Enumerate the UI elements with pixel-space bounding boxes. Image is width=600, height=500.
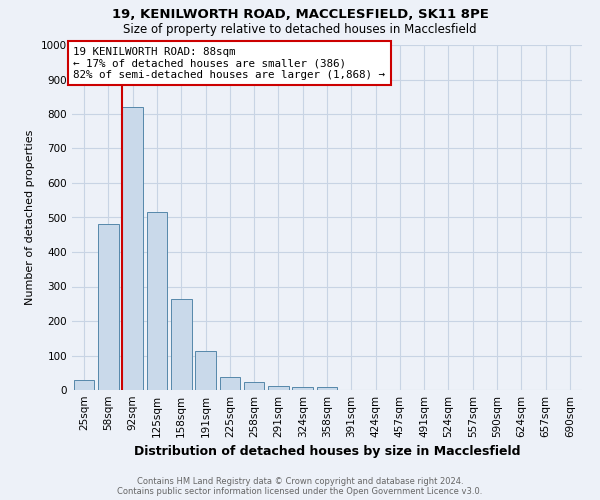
Text: Contains HM Land Registry data © Crown copyright and database right 2024.
Contai: Contains HM Land Registry data © Crown c… — [118, 476, 482, 496]
X-axis label: Distribution of detached houses by size in Macclesfield: Distribution of detached houses by size … — [134, 446, 520, 458]
Bar — [220, 377, 240, 390]
Bar — [317, 387, 337, 390]
Text: 19 KENILWORTH ROAD: 88sqm
← 17% of detached houses are smaller (386)
82% of semi: 19 KENILWORTH ROAD: 88sqm ← 17% of detac… — [73, 46, 385, 80]
Bar — [268, 386, 289, 390]
Y-axis label: Number of detached properties: Number of detached properties — [25, 130, 35, 305]
Bar — [171, 298, 191, 390]
Text: 19, KENILWORTH ROAD, MACCLESFIELD, SK11 8PE: 19, KENILWORTH ROAD, MACCLESFIELD, SK11 … — [112, 8, 488, 20]
Bar — [98, 224, 119, 390]
Bar — [195, 352, 216, 390]
Bar — [292, 387, 313, 390]
Bar — [122, 107, 143, 390]
Bar — [74, 380, 94, 390]
Bar — [244, 382, 265, 390]
Text: Size of property relative to detached houses in Macclesfield: Size of property relative to detached ho… — [123, 22, 477, 36]
Bar — [146, 212, 167, 390]
